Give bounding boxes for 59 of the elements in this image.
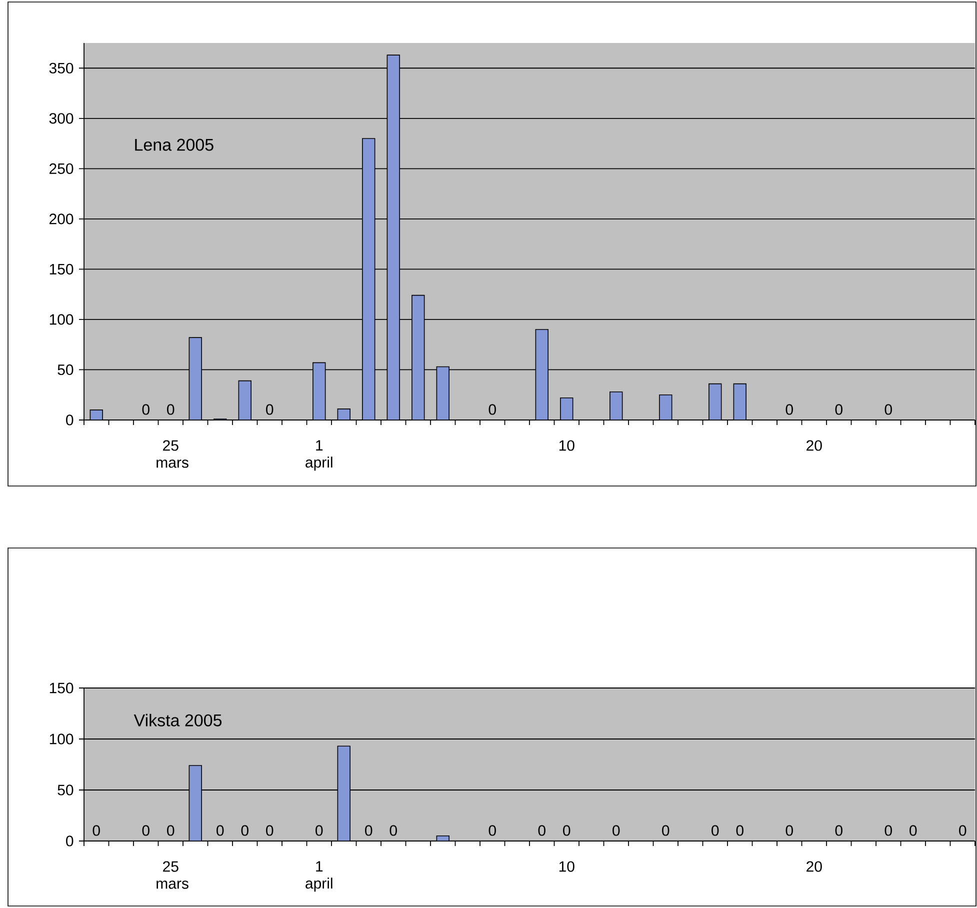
y-tick-label: 0 bbox=[66, 836, 74, 846]
data-label: 0 bbox=[563, 825, 570, 836]
bar bbox=[610, 391, 623, 420]
data-label: 0 bbox=[365, 825, 372, 836]
data-label: 0 bbox=[786, 404, 793, 415]
bar bbox=[337, 408, 350, 420]
y-tick-label: 350 bbox=[49, 62, 74, 74]
bar bbox=[90, 410, 103, 420]
data-label: 0 bbox=[142, 825, 150, 836]
data-label: 0 bbox=[488, 825, 496, 836]
data-label: 0 bbox=[538, 825, 546, 836]
data-label: 0 bbox=[910, 825, 917, 836]
y-tick-label: 150 bbox=[50, 264, 74, 274]
y-tick-label: 0 bbox=[66, 414, 74, 426]
x-tick-label: 20 bbox=[806, 440, 822, 451]
x-tick-label: 1 april bbox=[306, 440, 332, 471]
data-label: 0 bbox=[266, 404, 274, 415]
text: Viksta 2005 bbox=[134, 714, 222, 726]
data-label: 0 bbox=[959, 825, 966, 836]
data-label: 0 bbox=[488, 404, 496, 415]
data-label: 0 bbox=[712, 825, 719, 836]
x-tick-label: 25 mars bbox=[156, 440, 188, 468]
y-tick-label: 150 bbox=[50, 682, 74, 694]
data-label: 0 bbox=[835, 404, 842, 415]
text: Lena 2005 bbox=[135, 138, 214, 151]
data-label: 0 bbox=[786, 825, 793, 836]
y-tick-label: 50 bbox=[58, 784, 74, 796]
bar bbox=[733, 383, 746, 420]
data-label: 0 bbox=[241, 825, 248, 836]
data-label: 0 bbox=[92, 825, 100, 836]
x-tick-label: 25 mars bbox=[156, 861, 188, 889]
data-label: 0 bbox=[612, 825, 620, 836]
bar bbox=[708, 383, 722, 420]
y-tick-label: 50 bbox=[58, 364, 74, 376]
data-label: 0 bbox=[390, 825, 397, 836]
x-tick-label: 1 april bbox=[306, 861, 332, 892]
data-label: 0 bbox=[167, 404, 174, 415]
x-tick-label: 10 bbox=[559, 440, 574, 451]
x-tick-label: 10 bbox=[559, 861, 574, 872]
data-label: 0 bbox=[266, 825, 274, 836]
data-label: 0 bbox=[835, 825, 842, 836]
data-label: 0 bbox=[884, 404, 892, 415]
data-label: 0 bbox=[167, 825, 174, 836]
bar bbox=[238, 380, 252, 420]
y-tick-label: 300 bbox=[49, 113, 74, 124]
x-tick-label: 20 bbox=[806, 861, 822, 872]
bar bbox=[659, 394, 672, 420]
y-tick-label: 250 bbox=[50, 163, 74, 174]
data-label: 0 bbox=[216, 825, 224, 836]
bar bbox=[436, 836, 450, 842]
data-label: 0 bbox=[736, 825, 744, 836]
data-label: 0 bbox=[662, 825, 670, 836]
data-label: 0 bbox=[316, 825, 323, 836]
y-tick-label: 100 bbox=[50, 314, 74, 325]
y-tick-label: 200 bbox=[50, 214, 74, 224]
y-tick-label: 100 bbox=[50, 734, 74, 744]
data-label: 0 bbox=[142, 404, 150, 415]
data-label: 0 bbox=[884, 825, 892, 836]
bar bbox=[560, 397, 574, 420]
